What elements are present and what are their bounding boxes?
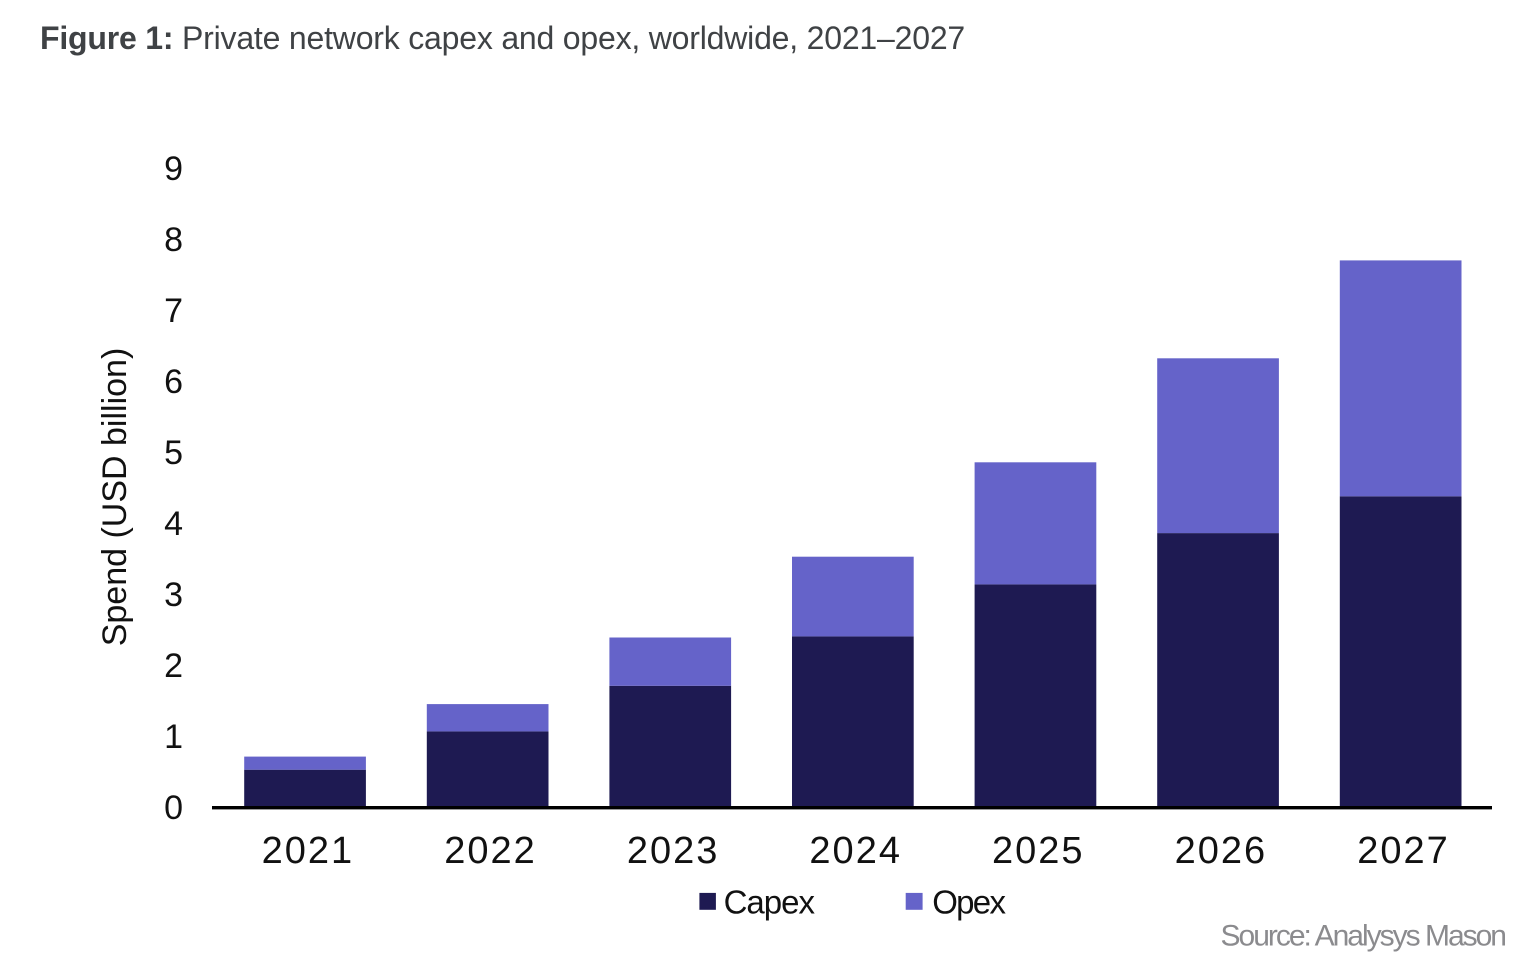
svg-text:2021: 2021 <box>262 830 355 872</box>
svg-text:2026: 2026 <box>1175 830 1268 872</box>
svg-text:Capex: Capex <box>724 884 816 921</box>
svg-text:Opex: Opex <box>932 884 1006 921</box>
svg-text:Figure 1: Private network cape: Figure 1: Private network capex and opex… <box>40 20 965 56</box>
svg-text:4: 4 <box>164 505 183 543</box>
svg-text:2025: 2025 <box>992 830 1085 872</box>
svg-text:2027: 2027 <box>1357 830 1450 872</box>
svg-text:2023: 2023 <box>627 830 720 872</box>
svg-text:Source: Analysys Mason: Source: Analysys Mason <box>1221 920 1506 953</box>
svg-text:0: 0 <box>164 789 183 827</box>
svg-text:2022: 2022 <box>444 830 537 872</box>
svg-text:1: 1 <box>164 718 183 756</box>
svg-text:6: 6 <box>164 363 183 401</box>
svg-text:8: 8 <box>164 221 183 259</box>
svg-text:9: 9 <box>164 150 183 188</box>
svg-text:5: 5 <box>164 434 183 472</box>
svg-text:2: 2 <box>164 647 183 685</box>
svg-text:7: 7 <box>164 292 183 330</box>
svg-text:2024: 2024 <box>809 830 902 872</box>
svg-text:3: 3 <box>164 576 183 614</box>
svg-text:Spend (USD billion): Spend (USD billion) <box>96 348 134 647</box>
